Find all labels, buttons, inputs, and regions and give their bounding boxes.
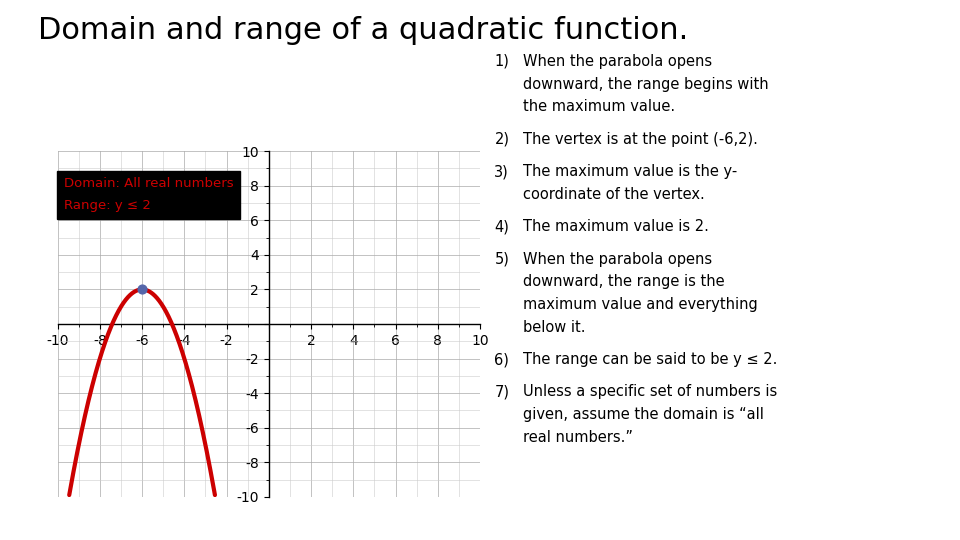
Text: The maximum value is 2.: The maximum value is 2. bbox=[523, 219, 709, 234]
Text: The vertex is at the point (-6,2).: The vertex is at the point (-6,2). bbox=[523, 132, 758, 147]
Text: 7): 7) bbox=[494, 384, 510, 400]
Text: 3): 3) bbox=[494, 164, 509, 179]
Text: downward, the range is the: downward, the range is the bbox=[523, 274, 725, 289]
Text: the maximum value.: the maximum value. bbox=[523, 99, 675, 114]
Text: below it.: below it. bbox=[523, 320, 586, 335]
Point bbox=[134, 285, 150, 294]
Text: The maximum value is the y-: The maximum value is the y- bbox=[523, 164, 737, 179]
Text: 5): 5) bbox=[494, 252, 509, 267]
Text: 6): 6) bbox=[494, 352, 509, 367]
Text: Unless a specific set of numbers is: Unless a specific set of numbers is bbox=[523, 384, 778, 400]
Text: Domain: All real numbers
Range: y ≤ 2: Domain: All real numbers Range: y ≤ 2 bbox=[64, 177, 233, 212]
Text: maximum value and everything: maximum value and everything bbox=[523, 297, 758, 312]
Text: 2): 2) bbox=[494, 132, 510, 147]
Text: When the parabola opens: When the parabola opens bbox=[523, 54, 712, 69]
Text: coordinate of the vertex.: coordinate of the vertex. bbox=[523, 187, 705, 202]
Text: downward, the range begins with: downward, the range begins with bbox=[523, 77, 769, 92]
Text: real numbers.”: real numbers.” bbox=[523, 430, 634, 445]
Text: Domain and range of a quadratic function.: Domain and range of a quadratic function… bbox=[38, 16, 688, 45]
Text: given, assume the domain is “all: given, assume the domain is “all bbox=[523, 407, 764, 422]
Text: When the parabola opens: When the parabola opens bbox=[523, 252, 712, 267]
Text: 4): 4) bbox=[494, 219, 509, 234]
Text: 1): 1) bbox=[494, 54, 509, 69]
Text: The range can be said to be y ≤ 2.: The range can be said to be y ≤ 2. bbox=[523, 352, 778, 367]
